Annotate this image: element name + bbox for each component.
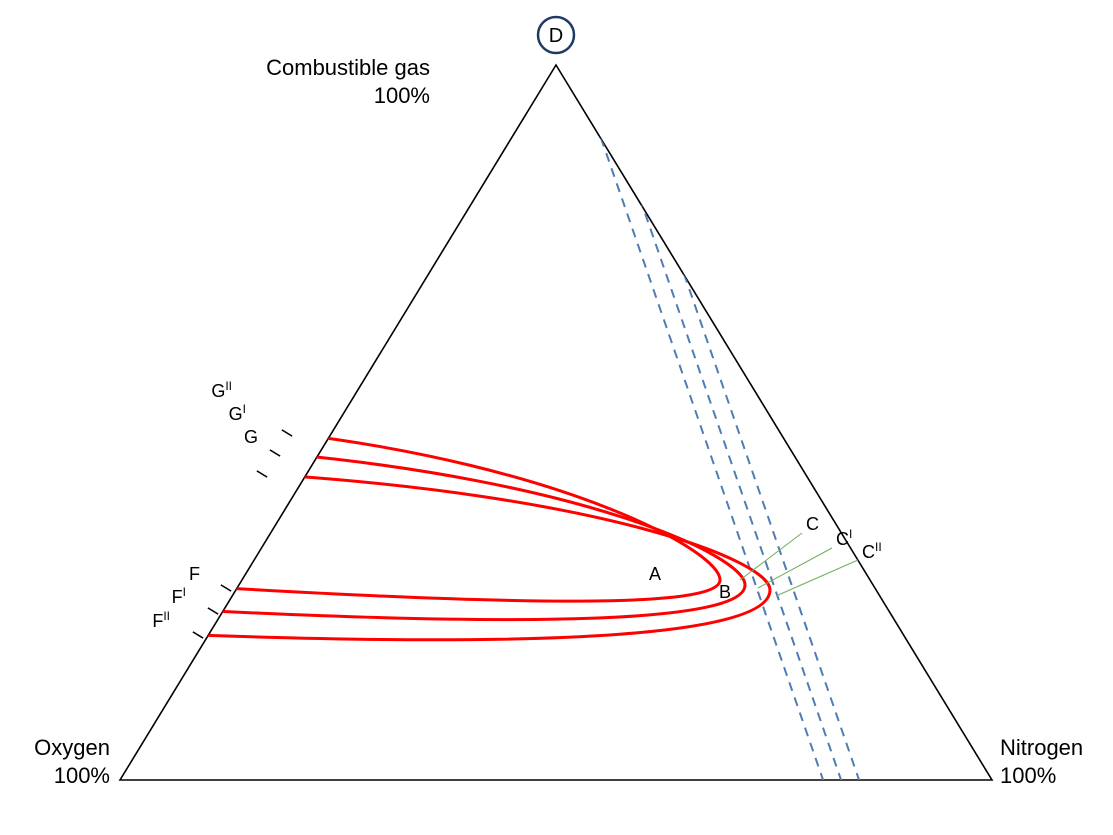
stoich-line-0 (601, 138, 830, 800)
vertex-label-right: Nitrogen100% (1000, 735, 1083, 788)
label-C-2: CII (862, 540, 882, 562)
label-GI: GI (229, 402, 246, 424)
label-F: FII (152, 609, 170, 631)
flammability-envelopes (198, 433, 770, 640)
ternary-triangle (120, 65, 992, 780)
edge-tick (270, 450, 280, 456)
edge-tick (257, 471, 267, 477)
leader-C-1 (758, 548, 832, 588)
stoich-line-1 (619, 138, 848, 800)
envelope-0 (226, 433, 720, 601)
label-F: FI (172, 585, 186, 607)
stoich-line-2 (637, 138, 866, 800)
edge-tick (221, 585, 231, 591)
label-G: G (244, 427, 258, 447)
vertex-label-top: Combustible gas100% (266, 55, 430, 108)
edge-tick (208, 608, 218, 614)
stoichiometric-lines (601, 138, 866, 800)
label-F: F (189, 564, 200, 584)
marker-D-label: D (549, 25, 563, 47)
label-B: B (719, 582, 731, 602)
label-A: A (649, 564, 661, 584)
edge-tick (282, 430, 292, 436)
leader-C-0 (740, 533, 802, 580)
vertex-label-left: Oxygen100% (34, 735, 110, 788)
label-GII: GII (211, 379, 232, 401)
label-C-0: C (806, 514, 819, 534)
edge-tick (193, 632, 203, 638)
